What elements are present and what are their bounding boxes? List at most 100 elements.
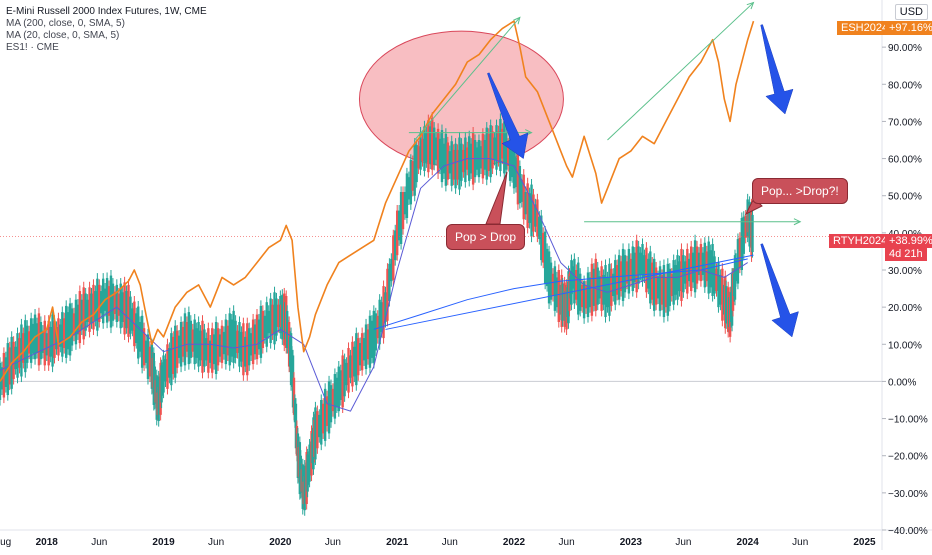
y-tick-label-7: 30.00% [888, 266, 922, 277]
rty-candle-body [273, 292, 276, 345]
rty-candle-body [232, 310, 235, 363]
rty-candle-body [39, 322, 43, 360]
rty-candle-body [682, 255, 685, 293]
rty-candle-body [51, 314, 54, 367]
rty-candle-body [608, 263, 611, 316]
x-tick-label-4: Jun [208, 537, 224, 548]
x-tick-label-10: Jun [559, 537, 575, 548]
rty-candle-body [497, 131, 500, 162]
rty-candle-body [423, 126, 426, 171]
rty-candle-body [119, 283, 122, 329]
rty-candle-body [493, 137, 496, 160]
rty-candle-body [555, 277, 559, 308]
trend-arrow-2021-head [513, 16, 521, 25]
rty-candle-body [127, 284, 130, 337]
rty-candle-body [382, 286, 385, 339]
rty-candle-body [368, 315, 372, 368]
rty-candle-body [452, 149, 455, 180]
rty-candle-body [495, 125, 498, 170]
rty-candle-body [699, 244, 703, 282]
rty-candle-body [612, 273, 615, 296]
rty-candle-body [656, 276, 660, 299]
rty-candle-body [399, 192, 403, 244]
rty-candle-body [674, 265, 677, 295]
rty-candle-body [68, 303, 72, 356]
rty-candle-body [162, 355, 165, 393]
rty-candle-body [259, 305, 263, 358]
rty-candle-body [378, 299, 381, 345]
rty-candle-body [464, 137, 467, 183]
rty-candle-body [244, 336, 247, 367]
rty-candle-body [45, 333, 48, 356]
rty-candle-body [249, 333, 253, 356]
rty-candle-body [584, 286, 588, 309]
rty-candle-body [193, 319, 196, 365]
rty-candle-body [588, 277, 592, 308]
rty-candle-body [586, 272, 590, 318]
rty-candle-body [462, 149, 465, 173]
rty-candle-body [277, 304, 280, 327]
rty-candle-body [370, 320, 374, 358]
rty-candle-body [314, 407, 317, 460]
rty-candle-body [575, 270, 578, 300]
rty-candle-body [364, 324, 368, 370]
y-tick-label-1: −30.00% [888, 489, 928, 500]
rty-candle-body [617, 255, 621, 300]
currency-button[interactable]: USD [894, 4, 928, 20]
rty-candle-body [660, 274, 664, 305]
y-tick-label-9: 50.00% [888, 192, 922, 203]
rty-countdown: 4d 21h [885, 247, 927, 261]
rty-candle-body [322, 403, 325, 434]
es-line [0, 20, 755, 382]
rty-candle-body [238, 322, 241, 367]
rty-candle-body [627, 248, 631, 294]
rty-candle-body [740, 218, 744, 270]
rty-candle-body [88, 287, 91, 332]
rty-candle-body [666, 263, 670, 316]
rty-candle-body [376, 315, 379, 339]
rty-candle-body [242, 323, 245, 376]
callout-pop-drop-question: Pop... >Drop?! [752, 178, 848, 204]
rty-candle-body [343, 359, 346, 397]
rty-candle-body [35, 323, 39, 353]
rty-candle-body [705, 251, 708, 282]
rty-candle-body [246, 323, 249, 376]
rty-candle-body [616, 265, 619, 295]
rty-candle-body [413, 143, 416, 196]
rty-candle-body [715, 268, 718, 292]
rty-candle-body [220, 325, 224, 363]
rty-candle-body [526, 183, 529, 228]
rty-candle-body [257, 319, 261, 350]
rty-candle-body [652, 258, 656, 311]
rty-candle-body [84, 293, 87, 331]
legend-line-1: MA (200, close, 0, SMA, 5) [6, 18, 125, 29]
drop-arrow-rty [760, 243, 799, 338]
rty-candle-body [516, 152, 520, 205]
rty-candle-body [388, 263, 391, 301]
rty-candle-body [125, 291, 128, 329]
rty-candle-body [664, 277, 668, 308]
rty-candle-body [181, 326, 185, 357]
rty-candle-body [339, 370, 342, 400]
rty-candle-body [429, 126, 432, 164]
rty-candle-body [719, 274, 722, 305]
rty-candle-body [142, 328, 146, 366]
rty-candle-body [372, 310, 376, 363]
rty-candle-body [654, 267, 658, 305]
rty-candle-body [123, 282, 126, 335]
rty-candle-body [530, 184, 533, 237]
x-tick-label-12: Jun [675, 537, 691, 548]
rty-candle-body [551, 273, 555, 296]
rty-candle-body [222, 331, 226, 355]
rty-candle-body [518, 166, 522, 204]
y-tick-label-3: −10.00% [888, 415, 928, 426]
rty-candle-body [261, 310, 265, 348]
rty-candle-body [135, 313, 138, 344]
rty-candle-body [66, 312, 70, 350]
rty-candle-body [337, 366, 340, 412]
rty-candle-body [580, 284, 584, 308]
rty-candle-body [557, 270, 560, 322]
rty-candle-body [121, 292, 124, 322]
rty-candle-body [166, 344, 169, 389]
rty-candle-body [524, 192, 527, 215]
